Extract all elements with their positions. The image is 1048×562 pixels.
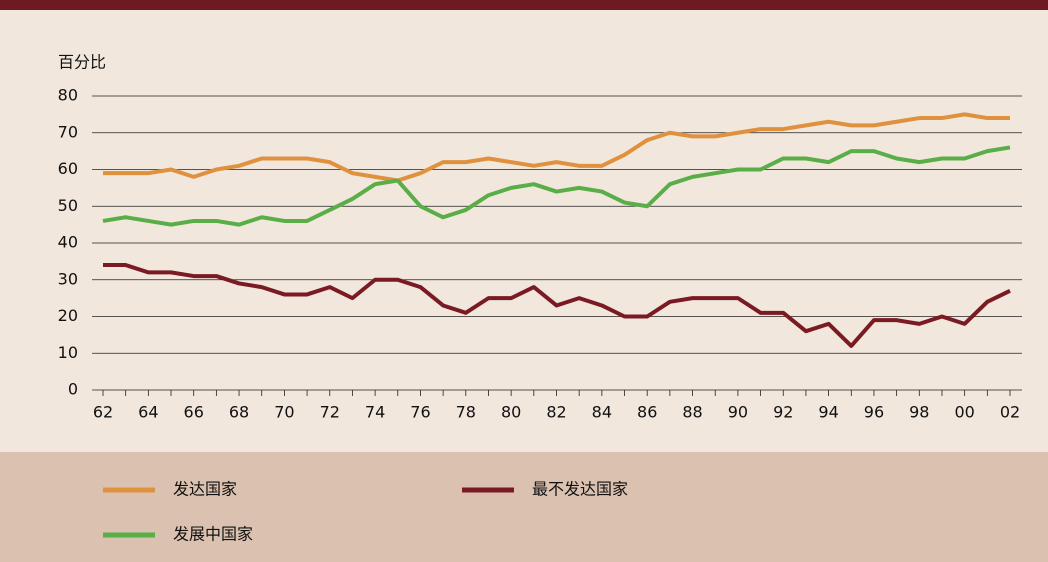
legend-label: 发展中国家: [173, 525, 253, 544]
x-tick-label: 84: [592, 403, 612, 422]
x-tick-label: 88: [682, 403, 702, 422]
x-tick-label: 78: [456, 403, 476, 422]
x-tick-label: 98: [909, 403, 929, 422]
y-tick-label: 10: [58, 343, 78, 362]
x-tick-label: 80: [501, 403, 521, 422]
x-tick-label: 72: [320, 403, 340, 422]
legend-label: 最不发达国家: [532, 480, 628, 499]
x-tick-label: 70: [274, 403, 294, 422]
y-axis-label: 百分比: [58, 53, 106, 72]
x-tick-label: 64: [138, 403, 158, 422]
x-tick-label: 96: [864, 403, 884, 422]
y-tick-label: 70: [58, 122, 78, 141]
x-tick-label: 74: [365, 403, 385, 422]
y-tick-label: 0: [68, 380, 78, 399]
x-tick-label: 82: [546, 403, 566, 422]
line-series: [102, 145, 1011, 227]
legend-label: 发达国家: [173, 480, 237, 499]
x-tick-label: 90: [728, 403, 748, 422]
x-tick-label: 00: [954, 403, 974, 422]
x-tick-label: 62: [93, 403, 113, 422]
y-tick-label: 50: [58, 196, 78, 215]
top-band: [0, 0, 1048, 10]
x-tick-label: 92: [773, 403, 793, 422]
line-series: [103, 263, 1011, 348]
y-tick-label: 80: [58, 86, 78, 105]
y-tick-label: 20: [58, 306, 78, 325]
x-tick-label: 02: [1000, 403, 1020, 422]
x-tick-label: 94: [818, 403, 838, 422]
x-tick-label: 86: [637, 403, 657, 422]
x-tick-label: 68: [229, 403, 249, 422]
y-tick-label: 40: [58, 233, 78, 252]
x-tick-label: 76: [410, 403, 430, 422]
line-series: [103, 112, 1010, 183]
x-tick-label: 66: [184, 403, 204, 422]
y-tick-label: 30: [58, 269, 78, 288]
y-tick-label: 60: [58, 159, 78, 178]
legend-panel: [0, 452, 1048, 562]
